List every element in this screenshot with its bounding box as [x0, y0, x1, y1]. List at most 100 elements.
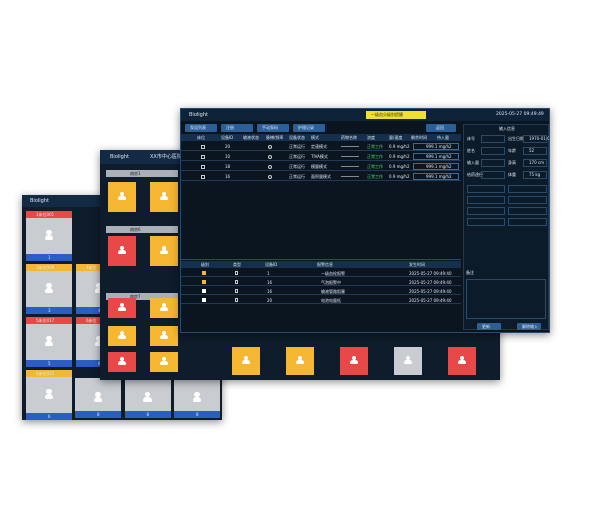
mode: 模量模式 — [311, 164, 327, 169]
rate: 0.9 mg/h2 — [389, 164, 410, 169]
card-footer — [26, 413, 72, 420]
alarm-level — [202, 280, 206, 284]
room-bar — [106, 226, 178, 233]
icon-body — [160, 250, 168, 255]
icon-body — [118, 196, 126, 201]
work-status: 正常工作 — [367, 144, 383, 149]
alarm-time: 2025-05-27 09:49:40 — [409, 279, 452, 285]
alarm-time: 2025-05-27 09:49:40 — [409, 270, 452, 276]
card-footer — [26, 360, 72, 367]
card-label-bar — [76, 317, 122, 324]
pulse-icon — [268, 144, 272, 149]
card-number: 6 — [98, 361, 101, 366]
logo: Biolight — [110, 154, 129, 160]
icon-head — [119, 245, 125, 250]
alarm-message: 输液管路阻塞 — [321, 288, 345, 294]
card-label: 6床位025 — [36, 370, 55, 376]
column-header: 药物名称 — [341, 134, 357, 140]
rate: 0.9 mg/h2 — [389, 144, 410, 149]
device-state: 正常运行 — [289, 144, 305, 149]
work-status: 正常工作 — [367, 174, 383, 179]
icon-head — [144, 391, 150, 397]
tab[interactable] — [293, 124, 325, 132]
tab[interactable] — [221, 124, 253, 132]
mode: 定速模式 — [311, 144, 327, 149]
icon-body — [160, 361, 168, 366]
header — [181, 109, 549, 121]
icon-body — [44, 235, 54, 240]
icon-body — [296, 360, 304, 365]
alarm-level — [202, 271, 206, 275]
alarm-device: 16 — [267, 288, 273, 294]
icon-body — [44, 341, 54, 346]
tab[interactable] — [257, 124, 289, 132]
card-label-bar — [76, 264, 122, 271]
card-label-bar — [26, 211, 72, 218]
tab-label: 手动泵码 — [262, 125, 278, 130]
field-box — [481, 135, 505, 143]
table-row — [181, 172, 461, 181]
icon-body — [404, 360, 412, 365]
work-status: 正常工作 — [367, 164, 383, 169]
row-icon — [201, 165, 205, 169]
card-label: 4床位 — [86, 264, 97, 270]
column-header: 床位 — [197, 134, 205, 140]
card-label-bar — [26, 317, 72, 324]
alarm-row — [181, 278, 461, 286]
logo: Biolight — [30, 198, 49, 204]
icon-head — [95, 391, 101, 397]
field-label: 身高 — [508, 160, 516, 165]
card-number: 5 — [48, 360, 51, 366]
drug-name — [341, 176, 359, 177]
extra-field — [508, 185, 547, 193]
icon-body — [242, 360, 250, 365]
column-header: 输液状态 — [243, 134, 259, 140]
remark: 备注 — [466, 270, 474, 275]
drug-name — [341, 166, 359, 167]
field-value: 1970-01-01 — [529, 136, 550, 141]
alarm-message: 一级血栓报警 — [321, 270, 345, 276]
card-footer — [124, 411, 171, 418]
alarm-column: 设备ID — [265, 261, 278, 267]
icon-body — [160, 335, 168, 340]
rate: 0.9 mg/h2 — [389, 174, 410, 179]
icon-head — [161, 245, 167, 250]
field-box — [481, 171, 505, 179]
alarm-column: 发生时间 — [409, 261, 425, 267]
card-number: 8 — [97, 411, 100, 417]
icon-head — [161, 302, 167, 307]
extra-field — [467, 185, 505, 193]
room-bar — [106, 170, 178, 177]
icon-head — [459, 355, 465, 360]
alarm-level — [202, 289, 206, 293]
device-state: 正常运行 — [289, 154, 305, 159]
table-row — [181, 152, 461, 161]
room-label: 病房1 — [130, 170, 141, 176]
alarm-time: 2025-05-27 09:49:40 — [409, 288, 452, 294]
alarm-device: 20 — [267, 297, 273, 303]
alarm-type-icon — [235, 271, 238, 275]
alarm-column: 类型 — [233, 261, 241, 267]
alarm-device: 16 — [267, 279, 273, 285]
field-label: 年龄 — [508, 148, 516, 153]
front-window: Biolight 一级血分级别提醒 2025-05-27 09:49:49 返回… — [180, 108, 550, 333]
field-label: 给药途径 — [467, 172, 483, 177]
alarm-header — [181, 261, 461, 268]
button[interactable] — [517, 323, 541, 330]
icon-body — [143, 397, 152, 402]
mode: TIVA模式 — [311, 154, 328, 159]
alarm-level — [202, 298, 206, 302]
card-footer — [76, 307, 122, 314]
alarm-device: 1 — [267, 270, 270, 276]
icon-body — [192, 397, 202, 402]
button-label: 解除输入 — [522, 323, 538, 329]
icon-body — [118, 361, 126, 366]
field-value: 75 kg — [529, 172, 541, 177]
back-button[interactable] — [426, 124, 456, 132]
icon-head — [96, 282, 102, 288]
button[interactable] — [477, 323, 501, 330]
row-icon — [201, 175, 205, 179]
remark-box[interactable] — [466, 279, 546, 319]
tab[interactable] — [185, 124, 217, 132]
row-icon — [201, 155, 205, 159]
